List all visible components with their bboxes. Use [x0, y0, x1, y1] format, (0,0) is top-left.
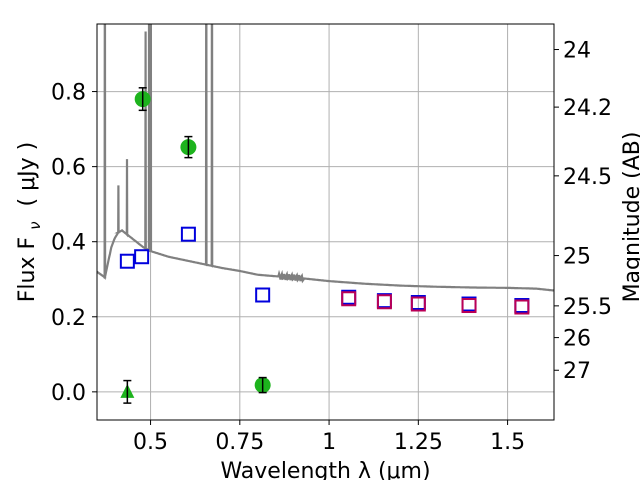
magnitude-tick-label: 27 [563, 359, 591, 384]
photometry-points [119, 87, 530, 404]
magnitude-tick-label: 24.2 [563, 96, 612, 121]
y-axis-label-sub: ν [26, 221, 44, 229]
magnitude-tick-label: 24.5 [563, 165, 612, 190]
x-tick-label: 0.75 [215, 430, 264, 455]
magnitude-tick-label: 25 [563, 245, 591, 270]
y-tick-label: 0.2 [51, 306, 86, 331]
model-flux-point [461, 298, 477, 314]
y-axis: 0.0 0.2 0.4 0.6 0.8 [51, 81, 97, 406]
y-tick-label: 0.4 [51, 231, 86, 256]
x-tick-label: 1 [322, 430, 336, 455]
grid [97, 24, 554, 420]
y-axis-label: Flux F ν ( μJy ) [15, 142, 46, 302]
magnitude-tick-label: 26 [563, 327, 591, 352]
model-flux-point [134, 249, 150, 265]
model-flux-point [341, 291, 357, 307]
magnitude-axis: 24 24.2 24.5 25 25.5 26 27 [554, 39, 612, 384]
magnitude-axis-label: Magnitude (AB) [620, 132, 640, 303]
model-flux-point [255, 287, 271, 303]
x-tick-label: 0.5 [133, 430, 168, 455]
y-axis-label-unit: ( μJy ) [15, 142, 40, 207]
x-axis: 0.5 0.75 1 1.25 1.5 [133, 420, 525, 455]
sed-model-line [97, 24, 554, 292]
x-tick-label: 1.25 [394, 430, 443, 455]
magnitude-tick-label: 25.5 [563, 295, 612, 320]
y-tick-label: 0.6 [51, 156, 86, 181]
magnitude-tick-label: 24 [563, 39, 591, 64]
x-tick-label: 1.5 [490, 430, 525, 455]
model-flux-point [119, 253, 135, 269]
y-axis-label-main: Flux F [15, 237, 40, 302]
model-flux-point [410, 296, 426, 312]
y-tick-label: 0.0 [51, 381, 86, 406]
y-tick-label: 0.8 [51, 81, 86, 106]
plot-frame [96, 23, 555, 421]
model-flux-point [180, 226, 196, 242]
model-flux-point [376, 294, 392, 310]
x-axis-label: Wavelength λ (μm) [220, 459, 430, 480]
model-flux-point [514, 299, 530, 315]
sed-model-series [97, 24, 554, 292]
